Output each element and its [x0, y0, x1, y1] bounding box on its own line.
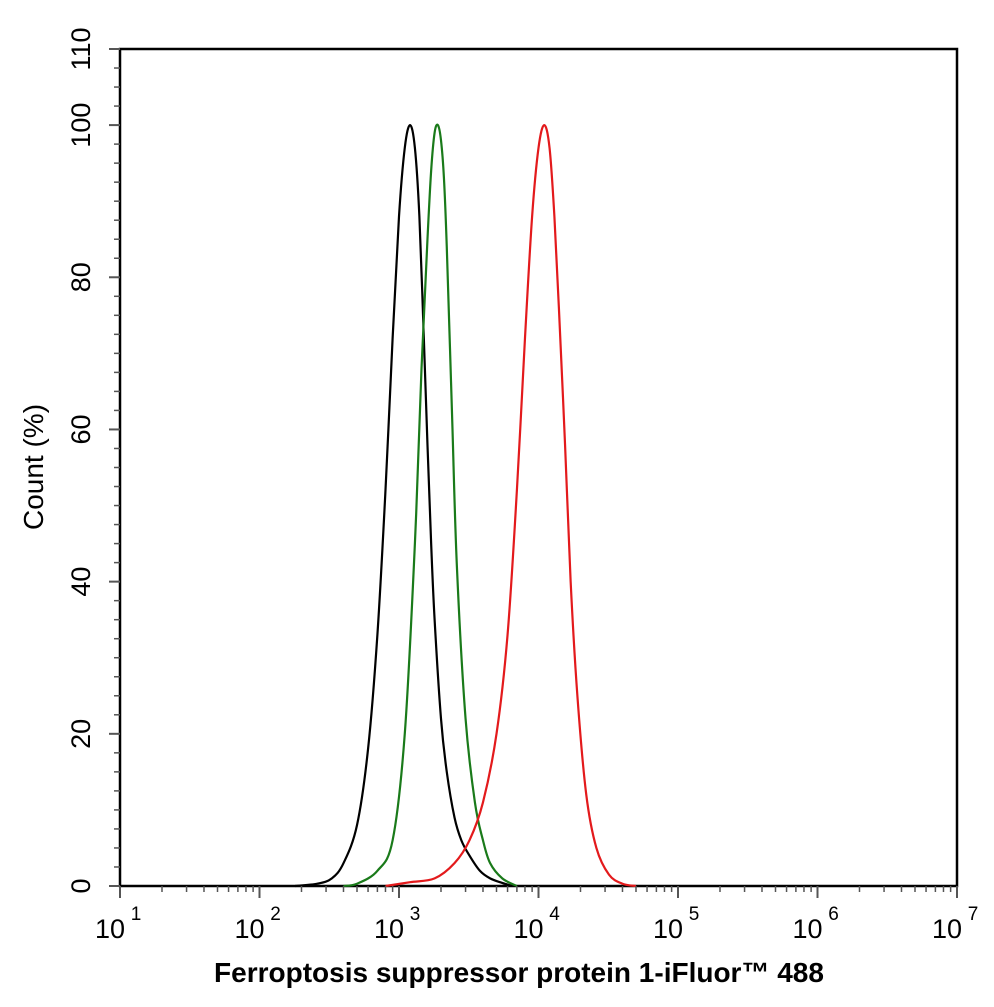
histogram-series-1	[294, 123, 513, 888]
x-tick-exponent: 7	[968, 904, 979, 925]
histogram-series-2	[343, 123, 518, 888]
y-tick-label: 100	[66, 103, 96, 148]
x-tick-exponent: 5	[689, 904, 700, 925]
x-tick-label: 10	[374, 914, 404, 944]
x-tick-exponent: 2	[270, 904, 281, 925]
x-tick-label: 10	[653, 914, 683, 944]
x-tick-label: 10	[95, 914, 125, 944]
y-axis-title: Count (%)	[18, 404, 49, 530]
x-axis: 10 1 10 2 10 3 10 4 10 5 10 6 10 7	[95, 886, 978, 944]
y-tick-label: 20	[66, 719, 96, 749]
x-tick-exponent: 1	[131, 904, 142, 925]
x-tick-label: 10	[513, 914, 543, 944]
x-tick-label: 10	[792, 914, 822, 944]
x-tick-label: 10	[932, 914, 962, 944]
y-tick-label: 80	[66, 262, 96, 292]
x-axis-title: Ferroptosis suppressor protein 1-iFluor™…	[214, 957, 824, 988]
x-tick-exponent: 3	[410, 904, 421, 925]
series-layer	[294, 123, 637, 888]
x-tick-exponent: 6	[828, 904, 839, 925]
y-tick-label: 40	[66, 567, 96, 597]
y-tick-label: 0	[66, 878, 96, 893]
histogram-series-3	[385, 123, 637, 888]
plot-frame	[118, 47, 959, 888]
y-tick-label: 110	[66, 27, 96, 70]
y-tick-label: 60	[66, 414, 96, 444]
y-axis: 0 20 40 60 80 100 110	[66, 27, 120, 894]
x-tick-label: 10	[234, 914, 264, 944]
x-tick-exponent: 4	[549, 904, 560, 925]
